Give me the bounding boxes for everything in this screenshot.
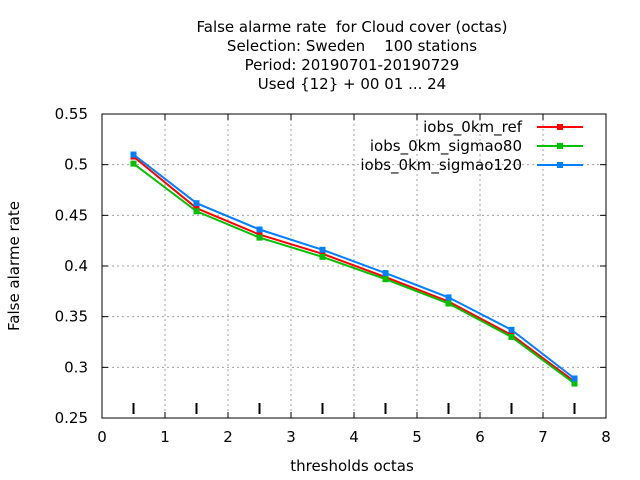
data-point <box>508 333 515 340</box>
x-axis-label: thresholds octas <box>290 457 414 475</box>
y-tick-label: 0.35 <box>55 308 88 326</box>
title-line: Used {12} + 00 01 ... 24 <box>258 75 446 93</box>
axes: 0 1 2 3 4 5 6 7 8 0.25 0.3 0.35 0.4 0.45 0.5 0.55 <box>55 105 611 446</box>
legend-marker <box>557 124 563 130</box>
legend: iobs_0km_refiobs_0km_sigmao80iobs_0km_si… <box>360 118 583 175</box>
legend-label: iobs_0km_sigmao80 <box>370 137 522 156</box>
x-tick-label: 2 <box>223 428 233 446</box>
data-point <box>193 205 200 212</box>
x-tick-label: 7 <box>538 428 548 446</box>
legend-marker <box>557 162 563 168</box>
data-point <box>571 375 578 382</box>
x-tick-label: 8 <box>601 428 611 446</box>
data-point <box>193 200 200 207</box>
legend-label: iobs_0km_ref <box>423 118 523 137</box>
data-point <box>319 250 326 257</box>
x-tick-label: 3 <box>286 428 296 446</box>
data-point <box>319 246 326 253</box>
y-tick-label: 0.55 <box>55 105 88 123</box>
data-point <box>382 276 389 283</box>
data-point <box>508 326 515 333</box>
y-tick-label: 0.45 <box>55 206 88 224</box>
y-tick-label: 0.5 <box>64 156 88 174</box>
x-tick-label: 4 <box>349 428 359 446</box>
x-tick-label: 5 <box>412 428 422 446</box>
legend-marker <box>557 143 563 149</box>
series-lines <box>130 151 578 387</box>
data-point <box>445 300 452 307</box>
y-tick-label: 0.4 <box>64 257 88 275</box>
title-line: Selection: Sweden 100 stations <box>227 37 477 55</box>
y-tick-label: 0.3 <box>64 358 88 376</box>
title-line: False alarme rate for Cloud cover (octas… <box>197 18 508 36</box>
data-point <box>445 294 452 301</box>
chart-title: False alarme rate for Cloud cover (octas… <box>197 18 508 93</box>
series-iobs_0km_sigmao120 <box>130 151 578 382</box>
data-point <box>256 231 263 238</box>
series-line <box>132 153 576 380</box>
y-tick-label: 0.25 <box>55 409 88 427</box>
data-point <box>256 234 263 241</box>
y-axis-label: False alarme rate <box>5 201 23 331</box>
x-tick-label: 1 <box>160 428 170 446</box>
data-point <box>256 226 263 233</box>
data-point <box>130 160 137 167</box>
data-point <box>193 208 200 215</box>
data-point <box>319 253 326 260</box>
data-point <box>130 151 137 158</box>
x-tick-label: 6 <box>475 428 485 446</box>
legend-label: iobs_0km_sigmao120 <box>360 156 522 175</box>
series-line <box>132 162 576 385</box>
title-line: Period: 20190701-20190729 <box>245 56 460 74</box>
x-tick-label: 0 <box>97 428 107 446</box>
series-line <box>132 155 576 383</box>
data-point <box>382 270 389 277</box>
series-iobs_0km_sigmao80 <box>130 160 578 387</box>
data-point <box>571 380 578 387</box>
